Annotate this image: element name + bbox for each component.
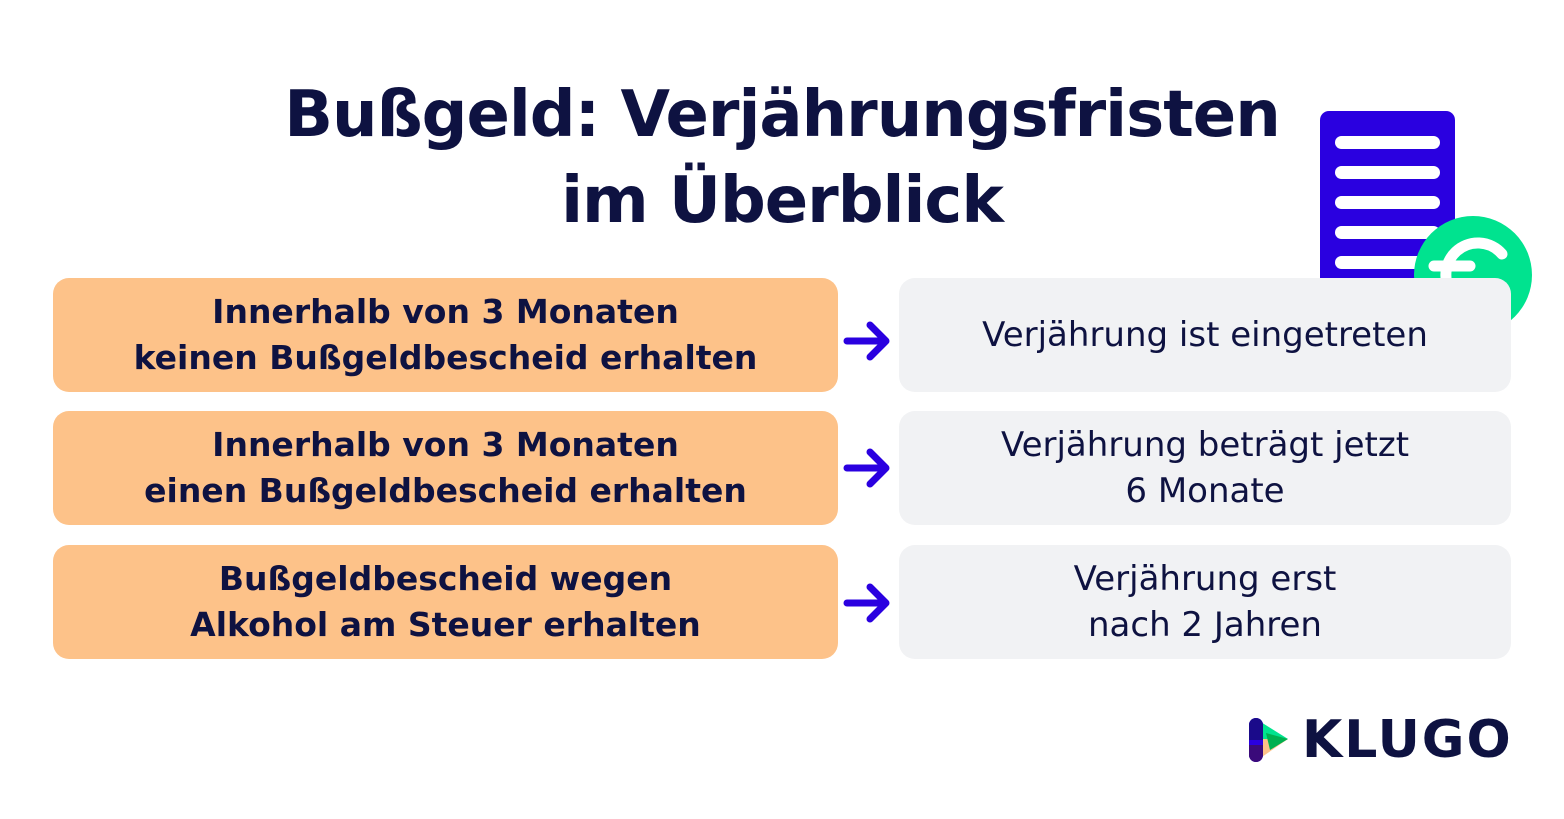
- result-text: 6 Monate: [1125, 471, 1285, 511]
- title-line-2: im Überblick: [561, 164, 1004, 238]
- result-text: nach 2 Jahren: [1088, 605, 1322, 645]
- condition-box-1: Innerhalb von 3 Monaten keinen Bußgeldbe…: [53, 278, 838, 392]
- result-box-1: Verjährung ist eingetreten: [899, 278, 1511, 392]
- condition-box-2: Innerhalb von 3 Monaten einen Bußgeldbes…: [53, 411, 838, 525]
- result-text: Verjährung erst: [1073, 559, 1337, 599]
- condition-text: Innerhalb von 3 Monaten: [212, 425, 679, 464]
- condition-box-3: Bußgeldbescheid wegen Alkohol am Steuer …: [53, 545, 838, 659]
- arrow-right-icon: [843, 321, 890, 361]
- result-box-3: Verjährung erst nach 2 Jahren: [899, 545, 1511, 659]
- arrow-right-icon: [843, 583, 890, 623]
- condition-text: Bußgeldbescheid wegen: [218, 559, 673, 598]
- condition-text: Alkohol am Steuer erhalten: [190, 605, 701, 644]
- arrow-right-icon: [843, 448, 890, 488]
- condition-text: Innerhalb von 3 Monaten: [212, 292, 679, 331]
- klugo-logo: KLUGO: [1248, 714, 1513, 766]
- condition-text: einen Bußgeldbescheid erhalten: [144, 471, 747, 510]
- result-text: Verjährung beträgt jetzt: [1000, 425, 1410, 465]
- page-title: Bußgeld: Verjährungsfristen im Überblick: [0, 72, 1564, 244]
- play-logo-icon: [1249, 718, 1288, 762]
- result-text: Verjährung ist eingetreten: [982, 315, 1428, 355]
- logo-text: KLUGO: [1302, 710, 1513, 770]
- condition-text: keinen Bußgeldbescheid erhalten: [133, 338, 758, 377]
- title-line-1: Bußgeld: Verjährungsfristen: [284, 78, 1281, 152]
- result-box-2: Verjährung beträgt jetzt 6 Monate: [899, 411, 1511, 525]
